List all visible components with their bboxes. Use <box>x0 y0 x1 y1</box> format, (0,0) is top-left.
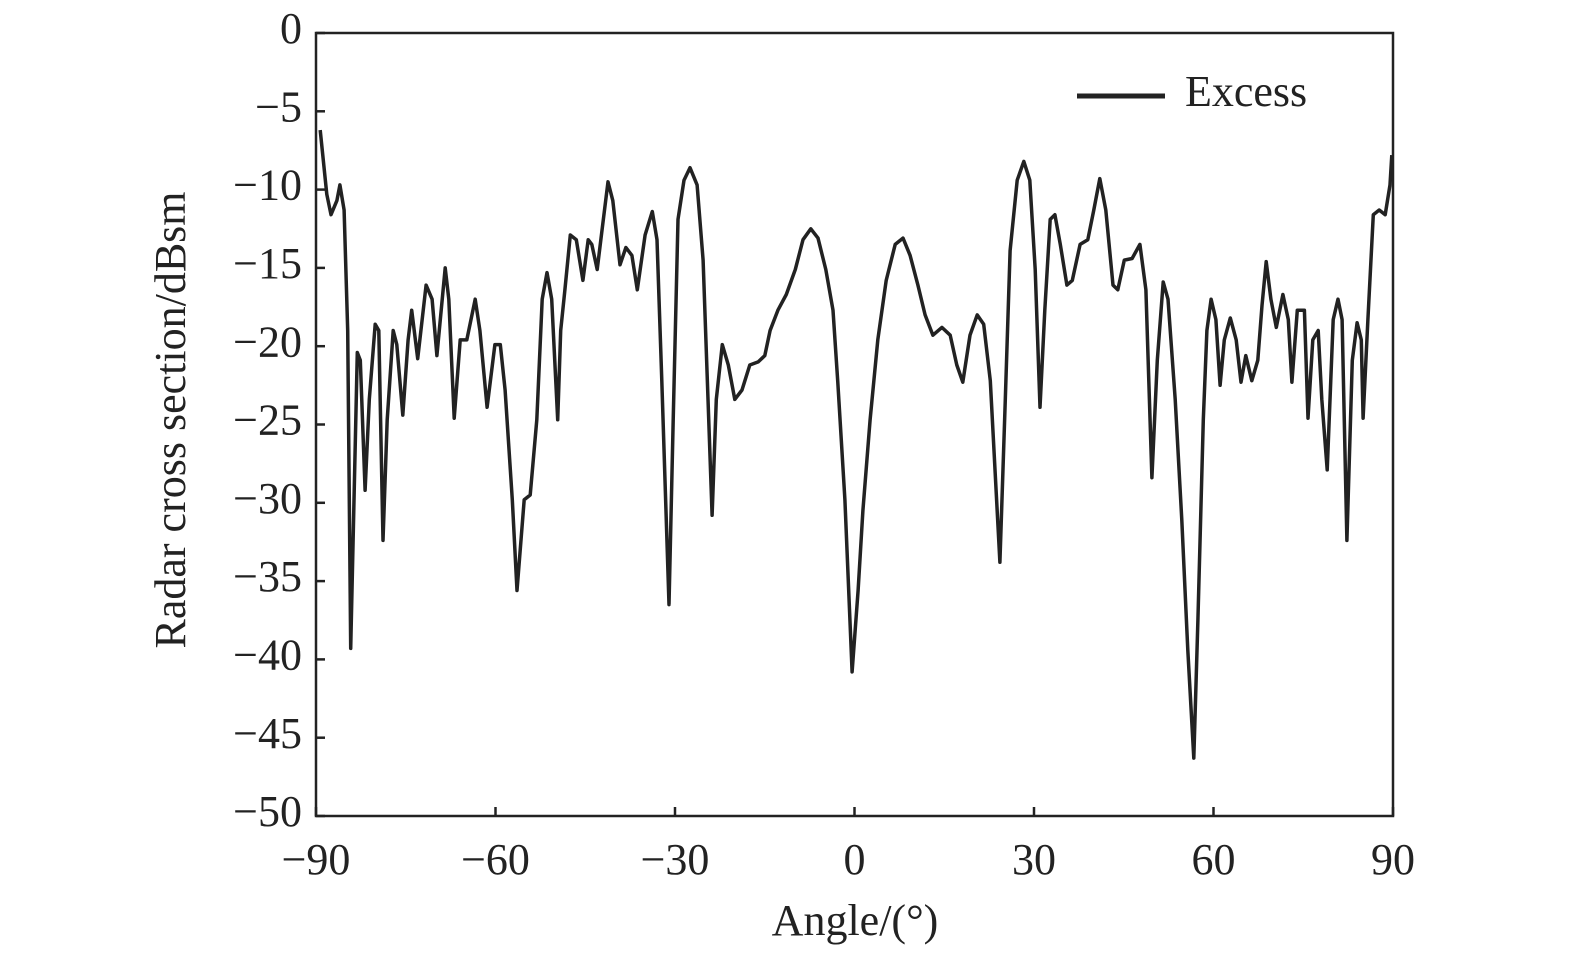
y-tick-label: −15 <box>233 239 302 288</box>
x-tick-label: −90 <box>282 835 351 884</box>
plot-frame <box>314 31 1395 818</box>
y-tick-label: 0 <box>280 4 302 53</box>
legend-label: Excess <box>1185 67 1307 116</box>
y-tick-label: −35 <box>233 552 302 601</box>
x-tick-label: −60 <box>461 835 530 884</box>
y-tick-label: −25 <box>233 396 302 445</box>
y-tick-label: −40 <box>233 630 302 679</box>
x-tick-label: 0 <box>844 835 866 884</box>
x-axis-label: Angle/(°) <box>772 896 939 945</box>
x-tick-label: 30 <box>1012 835 1056 884</box>
x-tick-label: −30 <box>641 835 710 884</box>
y-tick-label: −20 <box>233 317 302 366</box>
y-tick-label: −30 <box>233 474 302 523</box>
y-tick-label: −5 <box>255 82 302 131</box>
x-tick-label: 60 <box>1192 835 1236 884</box>
data-line <box>318 129 1394 760</box>
x-tick-label: 90 <box>1371 835 1415 884</box>
y-tick-label: −50 <box>233 787 302 836</box>
y-axis-label: Radar cross section/dBsm <box>146 191 195 648</box>
y-tick-label: −45 <box>233 709 302 758</box>
y-tick-label: −10 <box>233 161 302 210</box>
